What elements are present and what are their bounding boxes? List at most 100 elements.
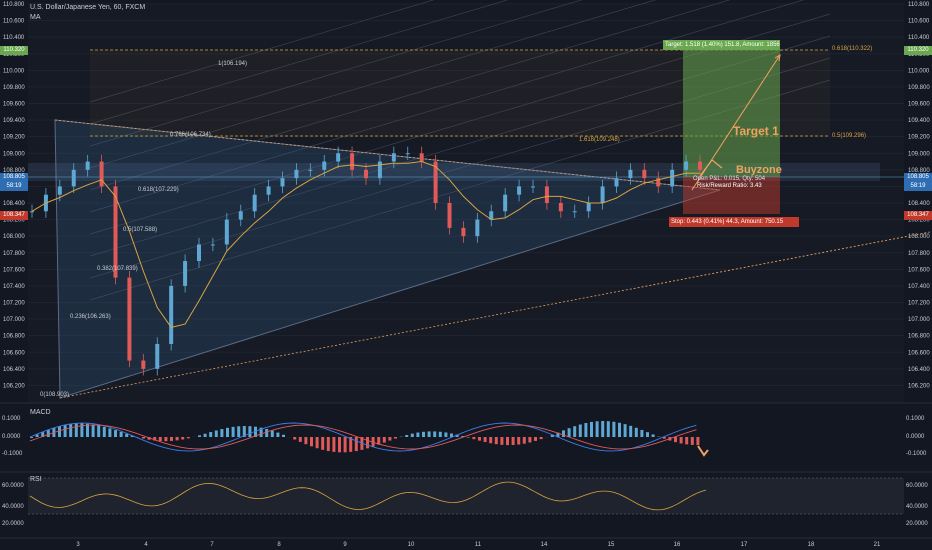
macd-bar	[326, 437, 330, 452]
candle-body	[433, 161, 438, 203]
candle-body	[99, 161, 104, 187]
macd-bar	[595, 421, 599, 437]
y-tick-label: 109.200	[908, 135, 930, 141]
macd-bar	[35, 434, 39, 437]
macd-bar	[315, 437, 319, 449]
macd-bar	[618, 422, 621, 437]
macd-level-top-left: 0.1000	[2, 416, 21, 422]
candle-body	[364, 169, 368, 179]
candle-body	[280, 178, 285, 187]
risk-reward-label: Risk/Reward Ratio: 3.43	[697, 183, 762, 189]
y-tick-label: 108.000	[3, 234, 25, 240]
x-tick-label: 10	[408, 542, 415, 548]
candle-body	[252, 194, 257, 212]
candle-body	[391, 153, 396, 162]
macd-bar	[114, 430, 117, 437]
x-tick-label: 8	[277, 542, 281, 548]
macd-bar	[220, 429, 224, 437]
y-tick-label: 107.200	[908, 301, 930, 307]
macd-bar	[63, 425, 67, 437]
stop-label-box[interactable]: Stop: 0.443 (0.41%) 44.3, Amount: 750.15	[669, 217, 799, 227]
candle-body	[489, 211, 494, 220]
macd-bar	[578, 424, 582, 437]
macd-bar	[349, 437, 353, 452]
macd-bar	[534, 437, 537, 441]
macd-bar	[410, 433, 414, 437]
macd-bar	[556, 432, 560, 437]
macd-bar	[494, 437, 498, 445]
rsi-level-60: 60.0000	[906, 483, 928, 489]
candle-body	[350, 153, 355, 170]
rsi-level-20-left: 20.0000	[2, 521, 24, 527]
rsi-level-40: 40.0000	[906, 504, 928, 510]
y-tick-label: 107.000	[908, 317, 930, 323]
channel-line	[89, 0, 805, 213]
macd-bar	[522, 437, 526, 444]
candle-body	[684, 161, 689, 170]
macd-bar	[511, 437, 515, 446]
candle-body	[85, 161, 90, 170]
x-tick-label: 3	[76, 542, 80, 548]
macd-bar	[472, 437, 476, 440]
macd-bar	[528, 437, 532, 443]
candle-body	[698, 161, 702, 170]
macd-bar	[606, 421, 610, 437]
y-tick-label: 106.200	[908, 383, 930, 389]
y-tick-label: 108.800	[908, 168, 930, 174]
macd-bar	[562, 430, 565, 437]
candle-body	[544, 186, 549, 203]
candle-body	[183, 261, 188, 286]
macd-bar	[203, 433, 207, 437]
y-tick-label: 107.600	[908, 267, 930, 273]
macd-bar	[170, 437, 173, 441]
rsi-title: RSI	[30, 476, 42, 483]
channel-line	[89, 0, 731, 191]
candle-body	[127, 277, 132, 361]
macd-bar	[226, 427, 229, 437]
macd-bar	[517, 437, 521, 445]
x-tick-label: 14	[541, 542, 548, 548]
macd-bar	[461, 436, 465, 437]
x-tick-label: 16	[674, 542, 681, 548]
macd-bar	[119, 431, 123, 437]
y-tick-label: 110.400	[3, 35, 25, 41]
channel-line	[89, 0, 435, 103]
candle-body	[614, 178, 619, 187]
candle-body	[155, 343, 160, 369]
macd-bar	[354, 437, 358, 452]
macd-bar	[153, 437, 157, 441]
y-tick-label: 108.200	[908, 218, 930, 224]
indicator-label: MA	[30, 14, 41, 21]
macd-bar	[142, 437, 145, 439]
y-tick-label: 110.600	[3, 19, 25, 25]
channel-line	[89, 0, 657, 169]
macd-bar	[46, 429, 50, 437]
candle-body	[642, 169, 647, 179]
y-tick-label: 107.400	[908, 284, 930, 290]
left-tag-target: 110.320	[0, 46, 28, 55]
macd-bar	[108, 428, 112, 437]
y-tick-label: 109.800	[3, 85, 25, 91]
candle-body	[461, 227, 466, 237]
fib-right5-label: 0.5(109.296)	[832, 133, 867, 139]
macd-title: MACD	[30, 409, 51, 416]
macd-bar	[125, 433, 129, 437]
y-tick-label: 107.200	[3, 301, 25, 307]
left-tag-countdown: 58:19	[0, 182, 28, 191]
macd-bar	[321, 437, 325, 450]
y-tick-label: 108.400	[3, 201, 25, 207]
x-tick-label: 18	[808, 542, 815, 548]
macd-bar	[405, 435, 409, 437]
candle-body	[30, 211, 34, 213]
macd-bar	[282, 434, 285, 437]
channel-line	[89, 0, 583, 147]
y-tick-label: 108.000	[908, 234, 930, 240]
y-tick-label: 107.800	[908, 251, 930, 257]
macd-bar	[685, 437, 689, 445]
rsi-level-60-left: 60.0000	[2, 483, 24, 489]
x-tick-label: 7	[210, 542, 214, 548]
candle-body	[113, 186, 118, 278]
target-label-box[interactable]: Target: 1.518 (1.40%) 151.8, Amount: 185…	[663, 40, 780, 50]
macd-bar	[209, 432, 213, 437]
